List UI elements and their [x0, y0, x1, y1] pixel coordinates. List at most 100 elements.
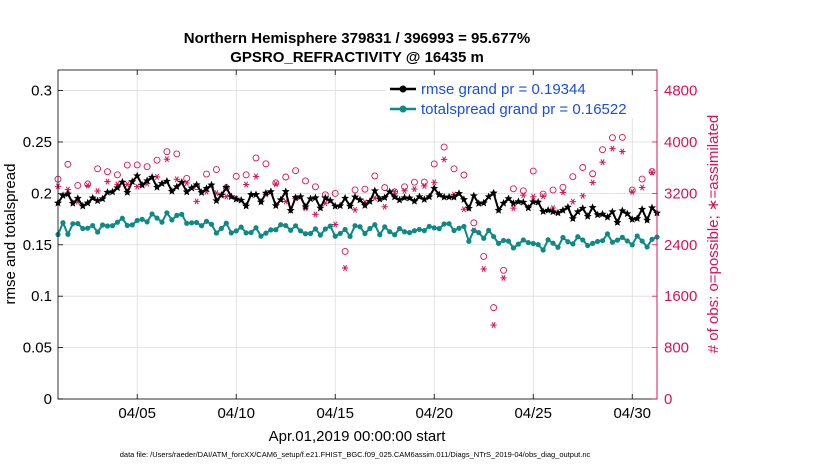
rmse-point: [98, 194, 107, 203]
rmse-point: [370, 186, 379, 195]
totalspread-point: [248, 229, 254, 236]
obs-assimilated-point-stroke: [283, 198, 288, 205]
rmse-point: [291, 193, 300, 201]
rmse-point: [316, 203, 325, 212]
rmse-point: [321, 193, 330, 202]
obs-assimilated-point: [312, 211, 319, 218]
obs-assimilated-point: [589, 179, 596, 186]
obs-assimilated-point-stroke: [650, 169, 655, 176]
rmse-point: [420, 195, 429, 203]
obs-assimilated-point-stroke: [491, 322, 496, 329]
obs-assimilated-point-stroke: [560, 189, 565, 196]
totalspread-point: [70, 221, 76, 227]
obs-assimilated-point-stroke: [580, 192, 585, 199]
obs-possible-point: [618, 133, 626, 141]
rmse-point: [301, 202, 310, 211]
totalspread-point: [243, 230, 249, 236]
totalspread-point: [312, 226, 319, 232]
obs-assimilated-point: [381, 203, 388, 210]
totalspread-point: [535, 242, 541, 248]
totalspread-point: [228, 230, 234, 236]
totalspread-point: [624, 238, 630, 244]
obs-assimilated-point: [351, 206, 359, 213]
rmse-point: [648, 203, 657, 212]
totalspread-point: [85, 225, 91, 231]
rmse-point: [336, 201, 345, 210]
totalspread-point: [317, 232, 323, 238]
totalspread-point: [392, 232, 398, 238]
obs-assimilated-point-stroke: [154, 173, 160, 180]
rmse-point: [108, 187, 117, 196]
rmse-point: [390, 192, 399, 201]
totalspread-point: [411, 228, 418, 234]
totalspread-point: [515, 241, 521, 247]
totalspread-point: [614, 237, 620, 243]
obs-possible-point: [490, 304, 498, 312]
totalspread-point: [104, 223, 111, 229]
obs-assimilated-point: [510, 205, 517, 212]
obs-possible-point: [252, 154, 260, 162]
obs-possible-point: [113, 171, 121, 179]
obs-assimilated-point-stroke: [640, 184, 645, 191]
rmse-point: [266, 187, 275, 196]
totalspread-point: [174, 212, 180, 218]
y-axis-right-label: # of obs: o=possible; ∗=assimilated: [705, 115, 722, 354]
rmse-point: [88, 193, 97, 202]
rmse-point: [464, 204, 473, 212]
rmse-point: [425, 192, 434, 201]
rmse-point: [296, 192, 305, 201]
obs-possible-point: [74, 181, 82, 189]
totalspread-point: [426, 223, 432, 230]
obs-assimilated-point-stroke: [174, 176, 179, 183]
rmse-point: [83, 198, 92, 207]
obs-assimilated-point-stroke: [253, 173, 259, 180]
rmse-point: [643, 216, 651, 224]
rmse-point: [623, 209, 632, 218]
rmse-point: [93, 196, 102, 205]
rmse-point: [360, 201, 369, 209]
rmse-point: [395, 195, 404, 204]
totalspread-point: [377, 232, 383, 238]
totalspread-point: [293, 223, 299, 229]
data-file-footer: data file: /Users/raeder/DAI/ATM_forcXX/…: [120, 450, 591, 459]
obs-possible-point: [371, 172, 379, 180]
rmse-point: [355, 195, 364, 204]
totalspread-point: [580, 237, 586, 243]
obs-assimilated-point-stroke: [610, 145, 615, 152]
legend-rmse-marker: [399, 85, 407, 93]
obs-assimilated-point: [440, 156, 448, 163]
totalspread-point: [575, 234, 581, 240]
totalspread-point: [347, 233, 353, 239]
rmse-point: [172, 182, 181, 191]
totalspread-point: [590, 240, 596, 246]
rmse-point: [459, 195, 468, 203]
obs-possible-point: [292, 167, 300, 175]
totalspread-point: [555, 244, 561, 250]
obs-assimilated-point: [629, 188, 636, 195]
obs-assimilated-point-stroke: [521, 192, 526, 199]
rmse-point: [415, 192, 424, 201]
obs-possible-point: [351, 186, 359, 194]
totalspread-point: [198, 223, 205, 229]
rmse-point: [365, 197, 374, 205]
obs-assimilated-point-stroke: [85, 182, 90, 189]
obs-assimilated-point: [332, 221, 339, 228]
totalspread-point: [352, 223, 358, 229]
obs-possible-point: [262, 160, 270, 168]
totalspread-point: [520, 237, 526, 243]
totalspread-point: [357, 224, 363, 230]
obs-possible-point: [519, 187, 527, 195]
obs-assimilated-point-stroke: [392, 188, 397, 195]
rmse-point: [177, 178, 186, 186]
rmse-point: [217, 191, 226, 199]
obs-assimilated-point: [599, 159, 606, 166]
rmse-point: [519, 198, 528, 206]
totalspread-point: [362, 230, 368, 237]
y-left-tick-label: 0.05: [23, 340, 52, 357]
totalspread-point: [604, 231, 611, 237]
x-axis: 04/05 04/10 04/15 04/20 04/25 04/30: [118, 70, 651, 422]
totalspread-point: [540, 247, 546, 253]
totalspread-point: [396, 226, 403, 232]
obs-assimilated-point-stroke: [343, 264, 348, 271]
obs-possible-point: [331, 190, 339, 197]
